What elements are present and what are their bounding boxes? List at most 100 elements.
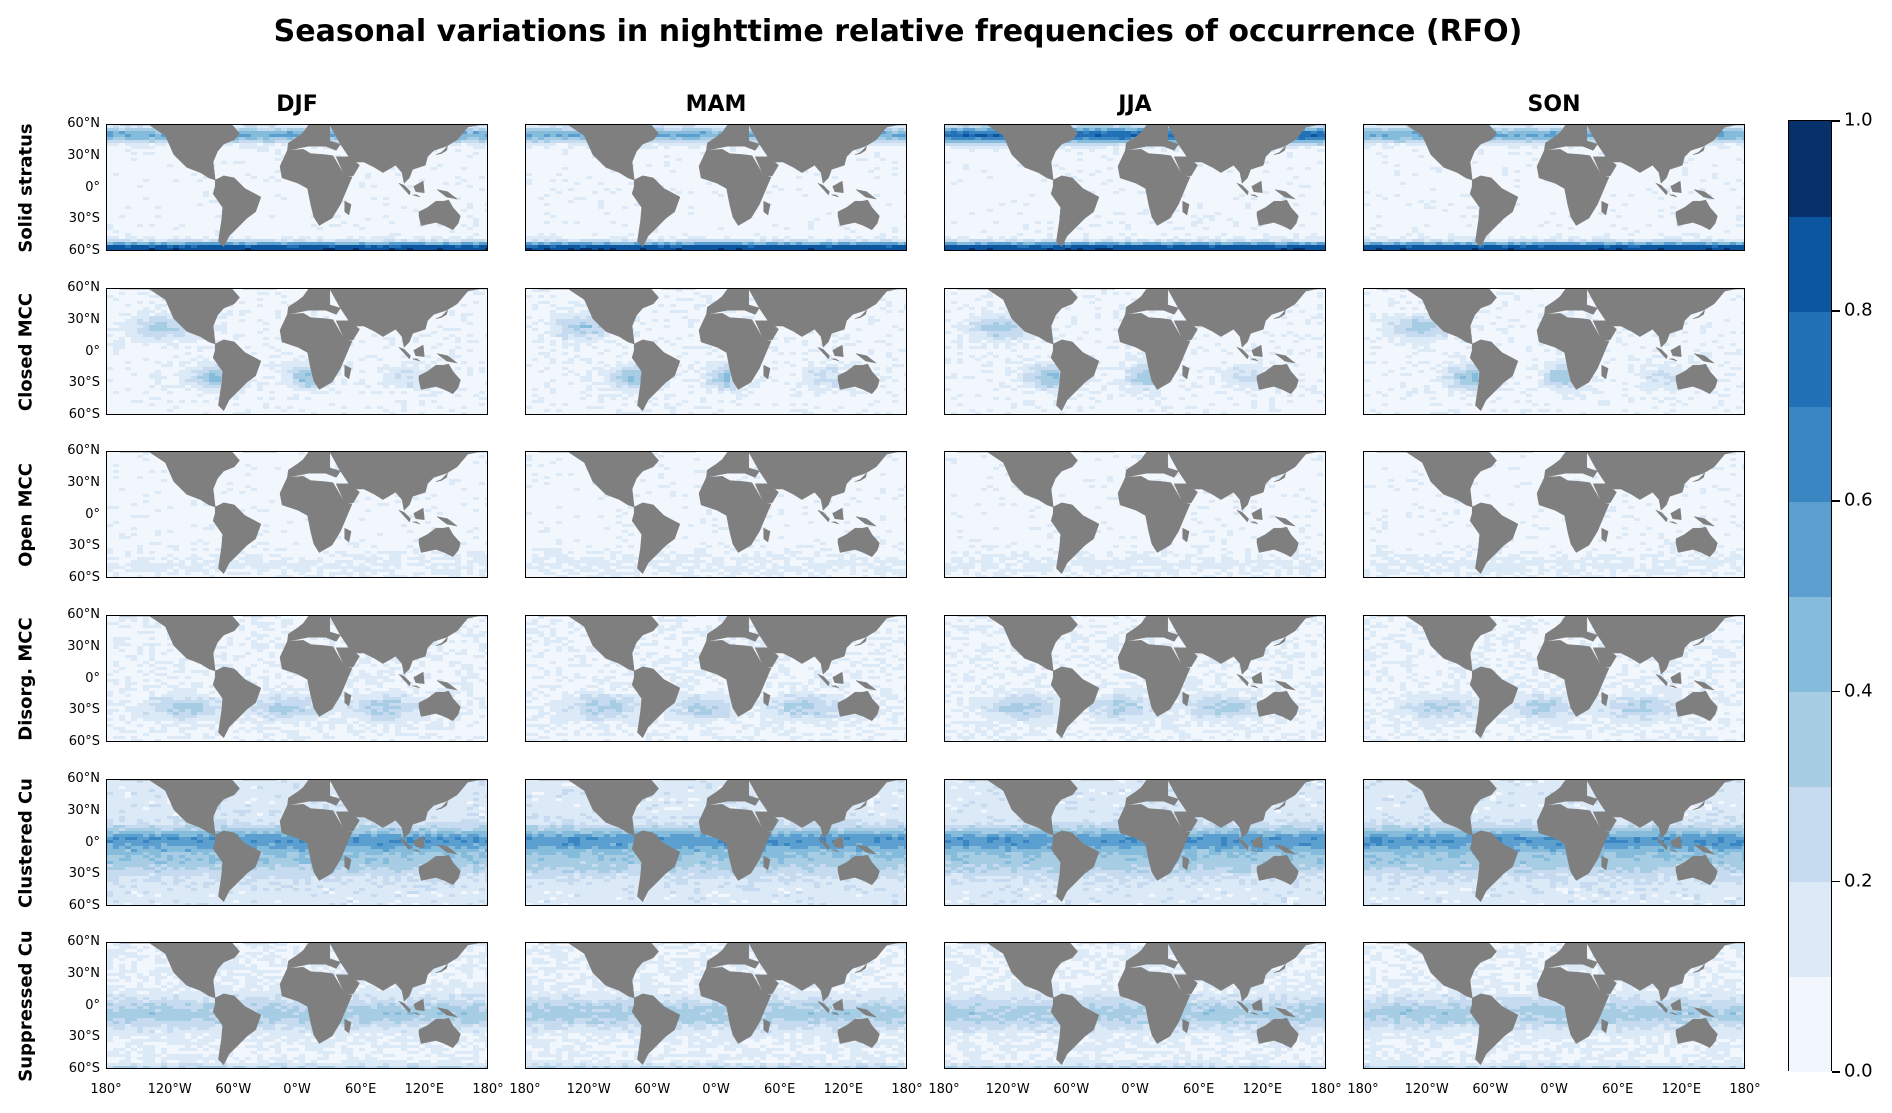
- heatmap-cell: [125, 179, 131, 182]
- heatmap-cell: [383, 248, 389, 251]
- heatmap-cell: [568, 146, 574, 149]
- heatmap-cell: [185, 242, 191, 245]
- heatmap-cell: [568, 185, 574, 188]
- heatmap-cell: [251, 233, 257, 236]
- heatmap-cell: [485, 146, 488, 149]
- heatmap-cell: [532, 146, 538, 149]
- heatmap-cell: [760, 215, 766, 218]
- heatmap-cell: [107, 197, 113, 200]
- heatmap-cell: [191, 236, 197, 239]
- y-tick-label: 60°S: [40, 1061, 100, 1076]
- heatmap-cell: [550, 185, 556, 188]
- heatmap-cell: [359, 203, 365, 206]
- heatmap-cell: [371, 206, 377, 209]
- heatmap-cell: [167, 179, 173, 182]
- heatmap-cell: [203, 227, 209, 230]
- heatmap-cell: [550, 212, 556, 215]
- heatmap-cell: [311, 245, 317, 248]
- heatmap-cell: [874, 155, 880, 158]
- heatmap-cell: [365, 206, 371, 209]
- heatmap-cell: [269, 245, 275, 248]
- heatmap-cell: [574, 158, 580, 161]
- heatmap-cell: [179, 212, 185, 215]
- heatmap-cell: [359, 167, 365, 170]
- heatmap-cell: [197, 179, 203, 182]
- heatmap-cell: [664, 224, 670, 227]
- heatmap-cell: [544, 212, 550, 215]
- heatmap-cell: [311, 233, 317, 236]
- heatmap-cell: [353, 179, 359, 182]
- heatmap-cell: [808, 215, 814, 218]
- heatmap-cell: [437, 182, 443, 185]
- heatmap-cell: [622, 212, 628, 215]
- heatmap-cell: [604, 224, 610, 227]
- heatmap-cell: [353, 191, 359, 194]
- heatmap-cell: [137, 221, 143, 224]
- heatmap-cell: [802, 206, 808, 209]
- heatmap-cell: [341, 224, 347, 227]
- heatmap-cell: [550, 176, 556, 179]
- heatmap-cell: [556, 209, 562, 212]
- heatmap-cell: [293, 188, 299, 191]
- heatmap-cell: [359, 182, 365, 185]
- heatmap-cell: [365, 230, 371, 233]
- heatmap-cell: [311, 230, 317, 233]
- heatmap-cell: [568, 212, 574, 215]
- heatmap-cell: [353, 227, 359, 230]
- heatmap-cell: [550, 167, 556, 170]
- heatmap-cell: [131, 221, 137, 224]
- heatmap-cell: [389, 209, 395, 212]
- heatmap-cell: [664, 146, 670, 149]
- heatmap-cell: [532, 176, 538, 179]
- heatmap-cell: [898, 167, 904, 170]
- heatmap-cell: [604, 194, 610, 197]
- heatmap-cell: [455, 173, 461, 176]
- heatmap-cell: [682, 149, 688, 152]
- heatmap-cell: [796, 197, 802, 200]
- heatmap-cell: [407, 209, 413, 212]
- heatmap-cell: [149, 143, 155, 146]
- heatmap-cell: [772, 215, 778, 218]
- heatmap-cell: [209, 224, 215, 227]
- heatmap-cell: [604, 212, 610, 215]
- heatmap-cell: [449, 188, 455, 191]
- heatmap-cell: [784, 185, 790, 188]
- heatmap-cell: [485, 158, 488, 161]
- heatmap-cell: [281, 140, 287, 143]
- heatmap-cell: [832, 224, 838, 227]
- heatmap-cell: [467, 152, 473, 155]
- heatmap-cell: [604, 182, 610, 185]
- heatmap-cell: [257, 248, 263, 251]
- heatmap-cell: [179, 200, 185, 203]
- heatmap-cell: [263, 128, 269, 131]
- heatmap-cell: [383, 206, 389, 209]
- heatmap-cell: [275, 194, 281, 197]
- heatmap-cell: [670, 179, 676, 182]
- heatmap-cell: [113, 203, 119, 206]
- heatmap-cell: [245, 224, 251, 227]
- heatmap-cell: [485, 194, 488, 197]
- heatmap-cell: [137, 164, 143, 167]
- heatmap-cell: [119, 212, 125, 215]
- heatmap-cell: [311, 239, 317, 242]
- heatmap-cell: [772, 188, 778, 191]
- heatmap-cell: [119, 221, 125, 224]
- heatmap-cell: [694, 161, 700, 164]
- heatmap-cell: [179, 239, 185, 242]
- heatmap-cell: [353, 236, 359, 239]
- heatmap-cell: [299, 128, 305, 131]
- heatmap-cell: [353, 242, 359, 245]
- heatmap-cell: [455, 188, 461, 191]
- heatmap-cell: [305, 224, 311, 227]
- heatmap-cell: [431, 242, 437, 245]
- heatmap-cell: [730, 149, 736, 152]
- heatmap-cell: [263, 188, 269, 191]
- heatmap-cell: [634, 170, 640, 173]
- heatmap-cell: [197, 239, 203, 242]
- heatmap-cell: [233, 239, 239, 242]
- heatmap-cell: [389, 221, 395, 224]
- heatmap-cell: [544, 140, 550, 143]
- heatmap-cell: [239, 146, 245, 149]
- heatmap-cell: [389, 173, 395, 176]
- map-panel: [525, 124, 907, 251]
